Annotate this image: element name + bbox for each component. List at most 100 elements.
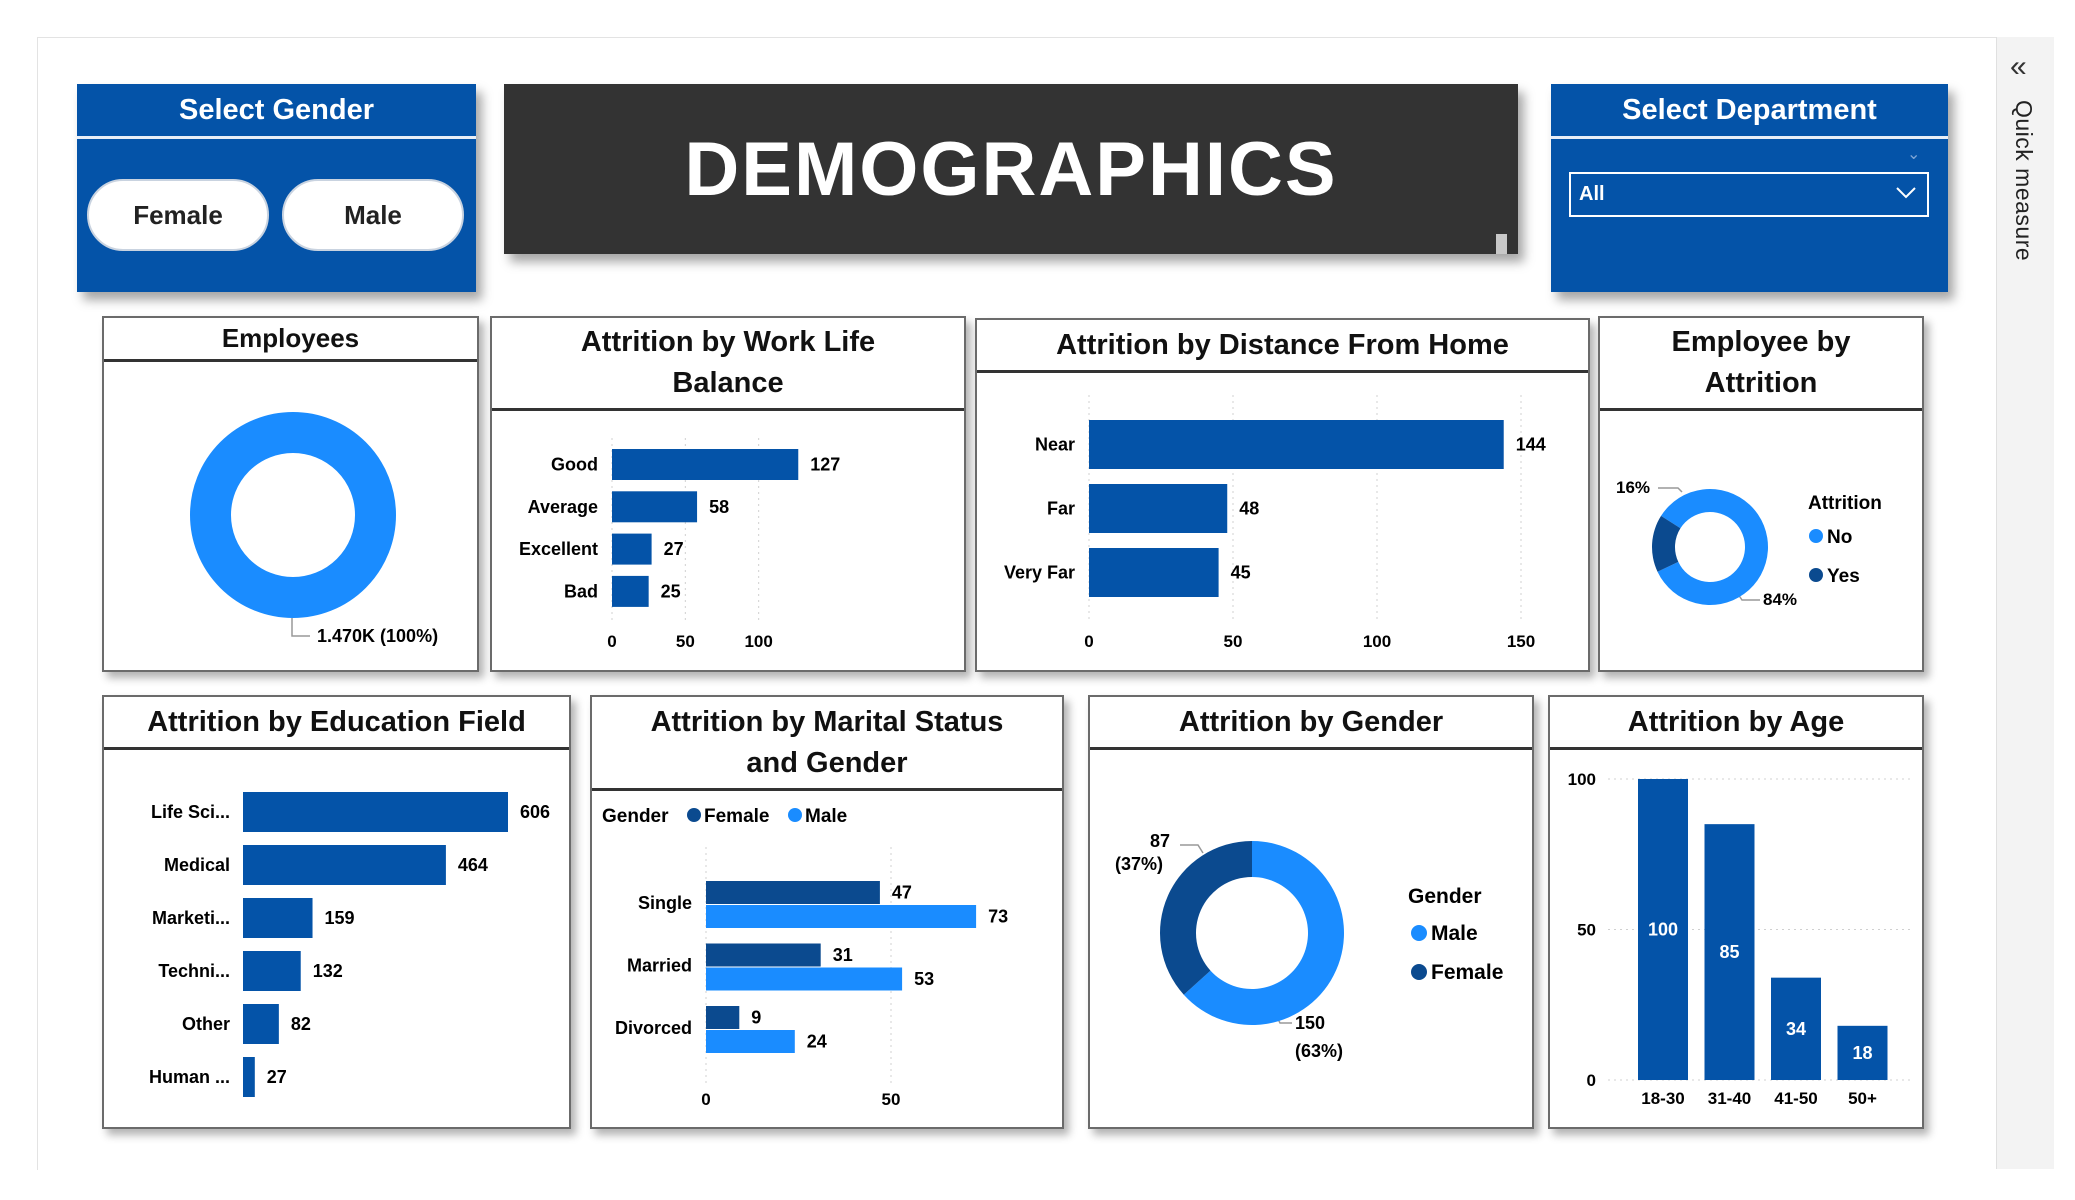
data-label: 9 (751, 1008, 761, 1028)
data-label: 606 (520, 802, 550, 822)
data-label: 159 (325, 908, 355, 928)
distance-bar-chart: 0 50 100 150 Near 144 Far 48 Very Far 45 (1004, 395, 1546, 651)
legend-marker-female (1411, 964, 1427, 980)
gender-option-female[interactable]: Female (87, 179, 269, 251)
card-title: Attrition by Work Life Balance (492, 318, 964, 411)
bar (243, 792, 508, 832)
axis-tick-label: 50 (1224, 632, 1243, 651)
bar (1089, 420, 1504, 469)
category-label: 31-40 (1708, 1089, 1751, 1108)
data-label: 144 (1516, 435, 1546, 455)
double-chevron-left-icon[interactable]: « (2010, 50, 2027, 83)
bar (612, 575, 649, 607)
data-label: 82 (291, 1014, 311, 1034)
card-title: Employee by Attrition (1600, 318, 1922, 411)
employee-attrition-card: Employee by Attrition Attrition No Yes 1… (1598, 316, 1924, 672)
card-title-line2: and Gender (746, 746, 908, 779)
legend-marker-female (687, 808, 701, 822)
legend-item-no[interactable]: No (1827, 527, 1852, 548)
category-label: Bad (564, 581, 598, 601)
bar (706, 881, 880, 904)
legend-item-yes[interactable]: Yes (1827, 566, 1860, 587)
department-slicer: Select Department ⌄ All (1551, 84, 1948, 292)
category-label: 41-50 (1774, 1089, 1817, 1108)
card-title: Attrition by Distance From Home (977, 320, 1588, 373)
distance-from-home-card: Attrition by Distance From Home 0 50 100 15… (975, 318, 1590, 672)
axis-tick-label: 100 (744, 632, 772, 651)
axis-tick-label: 0 (1587, 1071, 1596, 1090)
card-title-line2: Attrition (1704, 367, 1818, 399)
bar (1089, 484, 1228, 533)
data-label: 127 (810, 455, 840, 475)
bar (706, 1030, 795, 1053)
donut-slice (1160, 841, 1252, 995)
category-label: Near (1035, 435, 1075, 455)
category-label: Medical (164, 855, 230, 875)
attrition-age-card: Attrition by Age 0 50 100 100 18-30 85 31-40 34… (1548, 695, 1924, 1129)
resize-handle[interactable] (1496, 234, 1507, 254)
axis-tick-label: 150 (1507, 632, 1535, 651)
bar (243, 1004, 279, 1044)
data-label: 1.470K (100%) (317, 626, 438, 646)
bar (1704, 824, 1755, 1080)
legend-marker-no (1809, 529, 1823, 543)
donut-slice (1657, 489, 1768, 605)
data-label-no: 84% (1763, 590, 1797, 609)
data-label: 34 (1786, 1019, 1806, 1039)
bar (612, 449, 799, 480)
bar (243, 898, 313, 938)
quick-measure-label[interactable]: Quick measure (2011, 100, 2037, 262)
data-label: 47 (892, 883, 912, 903)
legend-title: Gender (1408, 885, 1482, 908)
data-label: 27 (664, 539, 684, 559)
attrition-gender-card: Attrition by Gender Gender Male Female 8… (1088, 695, 1534, 1129)
bar (1089, 548, 1219, 597)
axis-tick-label: 0 (607, 632, 616, 651)
marital-status-gender-card: Attrition by Marital Status and Gender G… (590, 695, 1064, 1129)
legend-item-female[interactable]: Female (1431, 961, 1503, 984)
chevron-down-icon[interactable]: ⌄ (1907, 146, 1921, 163)
card-title: Attrition by Education Field (104, 697, 569, 750)
card-title: Attrition by Gender (1090, 697, 1532, 750)
category-label: Techni... (158, 961, 230, 981)
card-title-line1: Employee by (1671, 326, 1851, 358)
data-label-male-count: 150 (1295, 1013, 1325, 1033)
bar (612, 533, 652, 565)
department-dropdown[interactable]: All (1569, 172, 1929, 217)
data-label: 53 (914, 969, 934, 989)
gender-option-male[interactable]: Male (282, 179, 464, 251)
bar (243, 951, 301, 991)
employee-attrition-donut-chart: Attrition No Yes 16% 84% (1616, 478, 1882, 609)
card-title-text: Attrition by Education Field (147, 705, 526, 738)
legend-item-male[interactable]: Male (1431, 922, 1478, 945)
card-title: Employees (104, 318, 477, 362)
category-label: Far (1047, 499, 1075, 519)
legend-marker-yes (1809, 568, 1823, 582)
card-title-line1: Attrition by Marital Status (650, 705, 1004, 738)
card-title-line2: Balance (672, 367, 784, 399)
data-label: 25 (661, 581, 681, 601)
category-label: Marketi... (152, 908, 230, 928)
category-label: Life Sci... (151, 802, 230, 822)
age-column-chart: 0 50 100 100 18-30 85 31-40 34 41-50 18 50+ (1568, 770, 1912, 1108)
axis-tick-label: 50 (882, 1090, 901, 1109)
data-label-female-pct: (37%) (1115, 854, 1163, 874)
data-label-female-count: 87 (1150, 831, 1170, 851)
card-title-line1: Attrition by Work Life (580, 326, 876, 358)
bar (1771, 977, 1821, 1080)
legend-item-male[interactable]: Male (805, 806, 847, 827)
donut-slice (1652, 515, 1681, 572)
axis-tick-label: 100 (1363, 632, 1391, 651)
card-title: Attrition by Age (1550, 697, 1922, 750)
data-label: 132 (313, 961, 343, 981)
bar (706, 905, 977, 928)
legend-marker-male (1411, 925, 1427, 941)
legend-item-female[interactable]: Female (704, 806, 769, 827)
axis-tick-label: 50 (1577, 921, 1596, 940)
card-title-text: Attrition by Distance From Home (1056, 328, 1509, 361)
category-label: Divorced (615, 1018, 692, 1038)
category-label: Human ... (149, 1067, 230, 1087)
data-label: 27 (267, 1067, 287, 1087)
category-label: 50+ (1848, 1089, 1877, 1108)
data-label: 18 (1852, 1043, 1872, 1063)
